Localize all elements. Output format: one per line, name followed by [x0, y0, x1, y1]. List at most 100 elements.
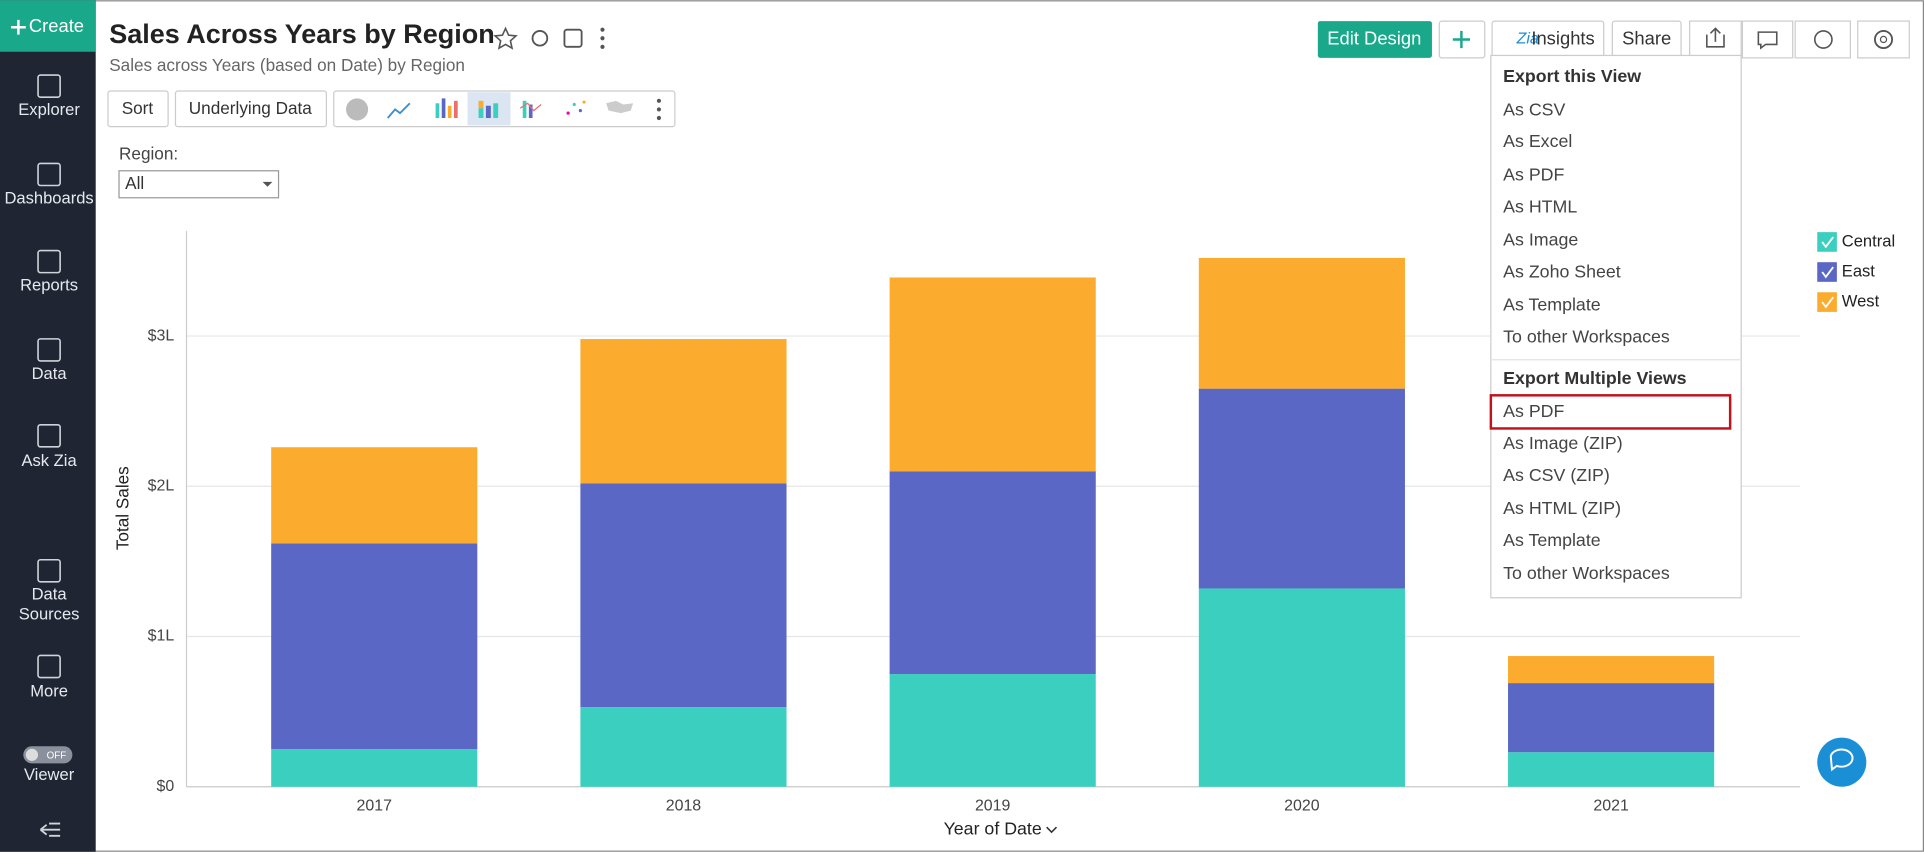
y-tick-label: $2L — [148, 478, 175, 495]
nav-label[interactable]: Data — [32, 585, 68, 604]
filter-select[interactable] — [118, 170, 280, 199]
plus-icon — [11, 19, 26, 35]
bar-segment — [580, 483, 787, 708]
highlight-box — [1489, 394, 1732, 430]
save-icon[interactable] — [563, 28, 583, 48]
bar-segment — [1198, 388, 1405, 589]
y-tick-label: $0 — [157, 778, 175, 795]
menu-heading: Export Multiple Views — [1503, 368, 1687, 388]
refresh-icon[interactable] — [531, 29, 549, 47]
x-tick-label: 2017 — [357, 798, 393, 815]
menu-item[interactable]: To other Workspaces — [1503, 326, 1670, 346]
bar-segment — [271, 447, 478, 544]
bar-segment — [1508, 656, 1715, 684]
sort-label[interactable]: Sort — [122, 98, 154, 118]
toggle-label: OFF — [47, 751, 67, 762]
legend-label[interactable]: Central — [1842, 231, 1895, 250]
chat-button[interactable] — [1817, 737, 1867, 787]
x-tick-label: 2018 — [666, 798, 702, 815]
legend-check — [1821, 236, 1834, 249]
y-axis-title: Total Sales — [112, 466, 132, 550]
menu-item[interactable]: As HTML — [1503, 196, 1577, 216]
bar-segment — [580, 339, 787, 484]
nav-icon — [37, 423, 61, 448]
menu-item[interactable]: As CSV (ZIP) — [1503, 465, 1610, 485]
star-icon[interactable] — [493, 26, 518, 50]
nav-icon — [37, 558, 61, 583]
x-tick-label: 2021 — [1593, 798, 1629, 815]
more-icon[interactable] — [600, 27, 605, 49]
x-axis-chevron — [1046, 826, 1058, 834]
bar-segment — [271, 749, 478, 787]
menu-item[interactable]: As Zoho Sheet — [1503, 261, 1621, 281]
nav-label[interactable]: Explorer — [18, 100, 80, 119]
icon-buttons — [1689, 20, 1910, 59]
bar-segment — [889, 277, 1096, 472]
menu-item[interactable]: As Excel — [1503, 131, 1572, 151]
x-axis-title[interactable]: Year of Date — [944, 818, 1042, 838]
nav-label[interactable]: Dashboards — [4, 188, 93, 207]
legend-check — [1821, 266, 1834, 279]
create-label[interactable]: Create — [29, 15, 84, 36]
comment-button[interactable] — [1741, 20, 1794, 59]
nav-icon — [37, 162, 61, 187]
edit-design-label[interactable]: Edit Design — [1327, 27, 1421, 48]
y-tick-label: $3L — [148, 327, 175, 344]
legend-swatch[interactable] — [1817, 262, 1837, 282]
menu-item[interactable]: As HTML (ZIP) — [1503, 498, 1621, 518]
bar-segment — [889, 674, 1096, 787]
legend-swatch[interactable] — [1817, 232, 1837, 252]
menu-item[interactable]: As CSV — [1503, 99, 1565, 119]
insights-label[interactable]: Insights — [1531, 27, 1594, 48]
bar-segment — [1508, 683, 1715, 753]
menu-heading: Export this View — [1503, 66, 1641, 86]
bar-segment — [271, 543, 478, 750]
bar-segment — [1198, 257, 1405, 389]
menu-item[interactable]: As Template — [1503, 294, 1601, 314]
nav-label[interactable]: Data — [32, 364, 68, 383]
legend-label[interactable]: West — [1842, 291, 1880, 310]
menu-item[interactable]: As PDF — [1503, 164, 1564, 184]
nav-label[interactable]: Sources — [19, 604, 80, 623]
nav-label[interactable]: Ask Zia — [21, 451, 77, 470]
x-tick-label: 2020 — [1284, 798, 1320, 815]
menu-item[interactable]: As Image — [1503, 229, 1578, 249]
chart: $0 $1L $2L $3L 2017 2018 2019 2020 2021 Total Sal… — [112, 230, 1895, 838]
bar-segment — [1198, 588, 1405, 787]
menu-item[interactable]: As Image (ZIP) — [1503, 433, 1623, 453]
nav-icon — [37, 249, 61, 274]
share-label[interactable]: Share — [1622, 27, 1671, 48]
menu-item[interactable]: As Template — [1503, 530, 1601, 550]
collapse-icon[interactable] — [39, 822, 61, 837]
subtitle: Sales across Years (based on Date) by Re… — [109, 55, 465, 75]
nav-label[interactable]: Viewer — [24, 765, 75, 784]
nav-label[interactable]: More — [30, 682, 68, 701]
zia-icon: Zia — [1516, 31, 1539, 48]
menu-item[interactable]: To other Workspaces — [1503, 563, 1670, 583]
bar-segment — [889, 471, 1096, 675]
toggle-knob — [25, 748, 39, 761]
export-menu: Export this View As CSV As Excel As PDF As H… — [1489, 54, 1742, 599]
sort-button[interactable] — [107, 90, 169, 128]
chart-type-bar — [333, 90, 676, 128]
settings-button[interactable] — [1857, 20, 1910, 59]
sidebar-bg — [0, 0, 96, 852]
filter-label: Region: — [119, 143, 178, 163]
legend-label[interactable]: East — [1842, 261, 1876, 280]
chat-icon — [1829, 748, 1854, 772]
schedule-button[interactable] — [1794, 20, 1851, 59]
underlying-button[interactable] — [174, 90, 328, 128]
nav-label[interactable]: Reports — [20, 275, 78, 294]
x-tick-label: 2019 — [975, 798, 1011, 815]
legend-swatch[interactable] — [1817, 292, 1837, 312]
nav-icon — [37, 654, 61, 679]
bar-segment — [580, 707, 787, 787]
filter-value[interactable]: All — [125, 173, 144, 193]
edit-design-button[interactable] — [1317, 21, 1432, 58]
menu-item[interactable]: As PDF — [1503, 401, 1564, 421]
legend-check — [1821, 296, 1834, 309]
underlying-label[interactable]: Underlying Data — [189, 98, 312, 118]
nav-icon — [37, 338, 61, 362]
y-tick-label: $1L — [148, 628, 175, 645]
